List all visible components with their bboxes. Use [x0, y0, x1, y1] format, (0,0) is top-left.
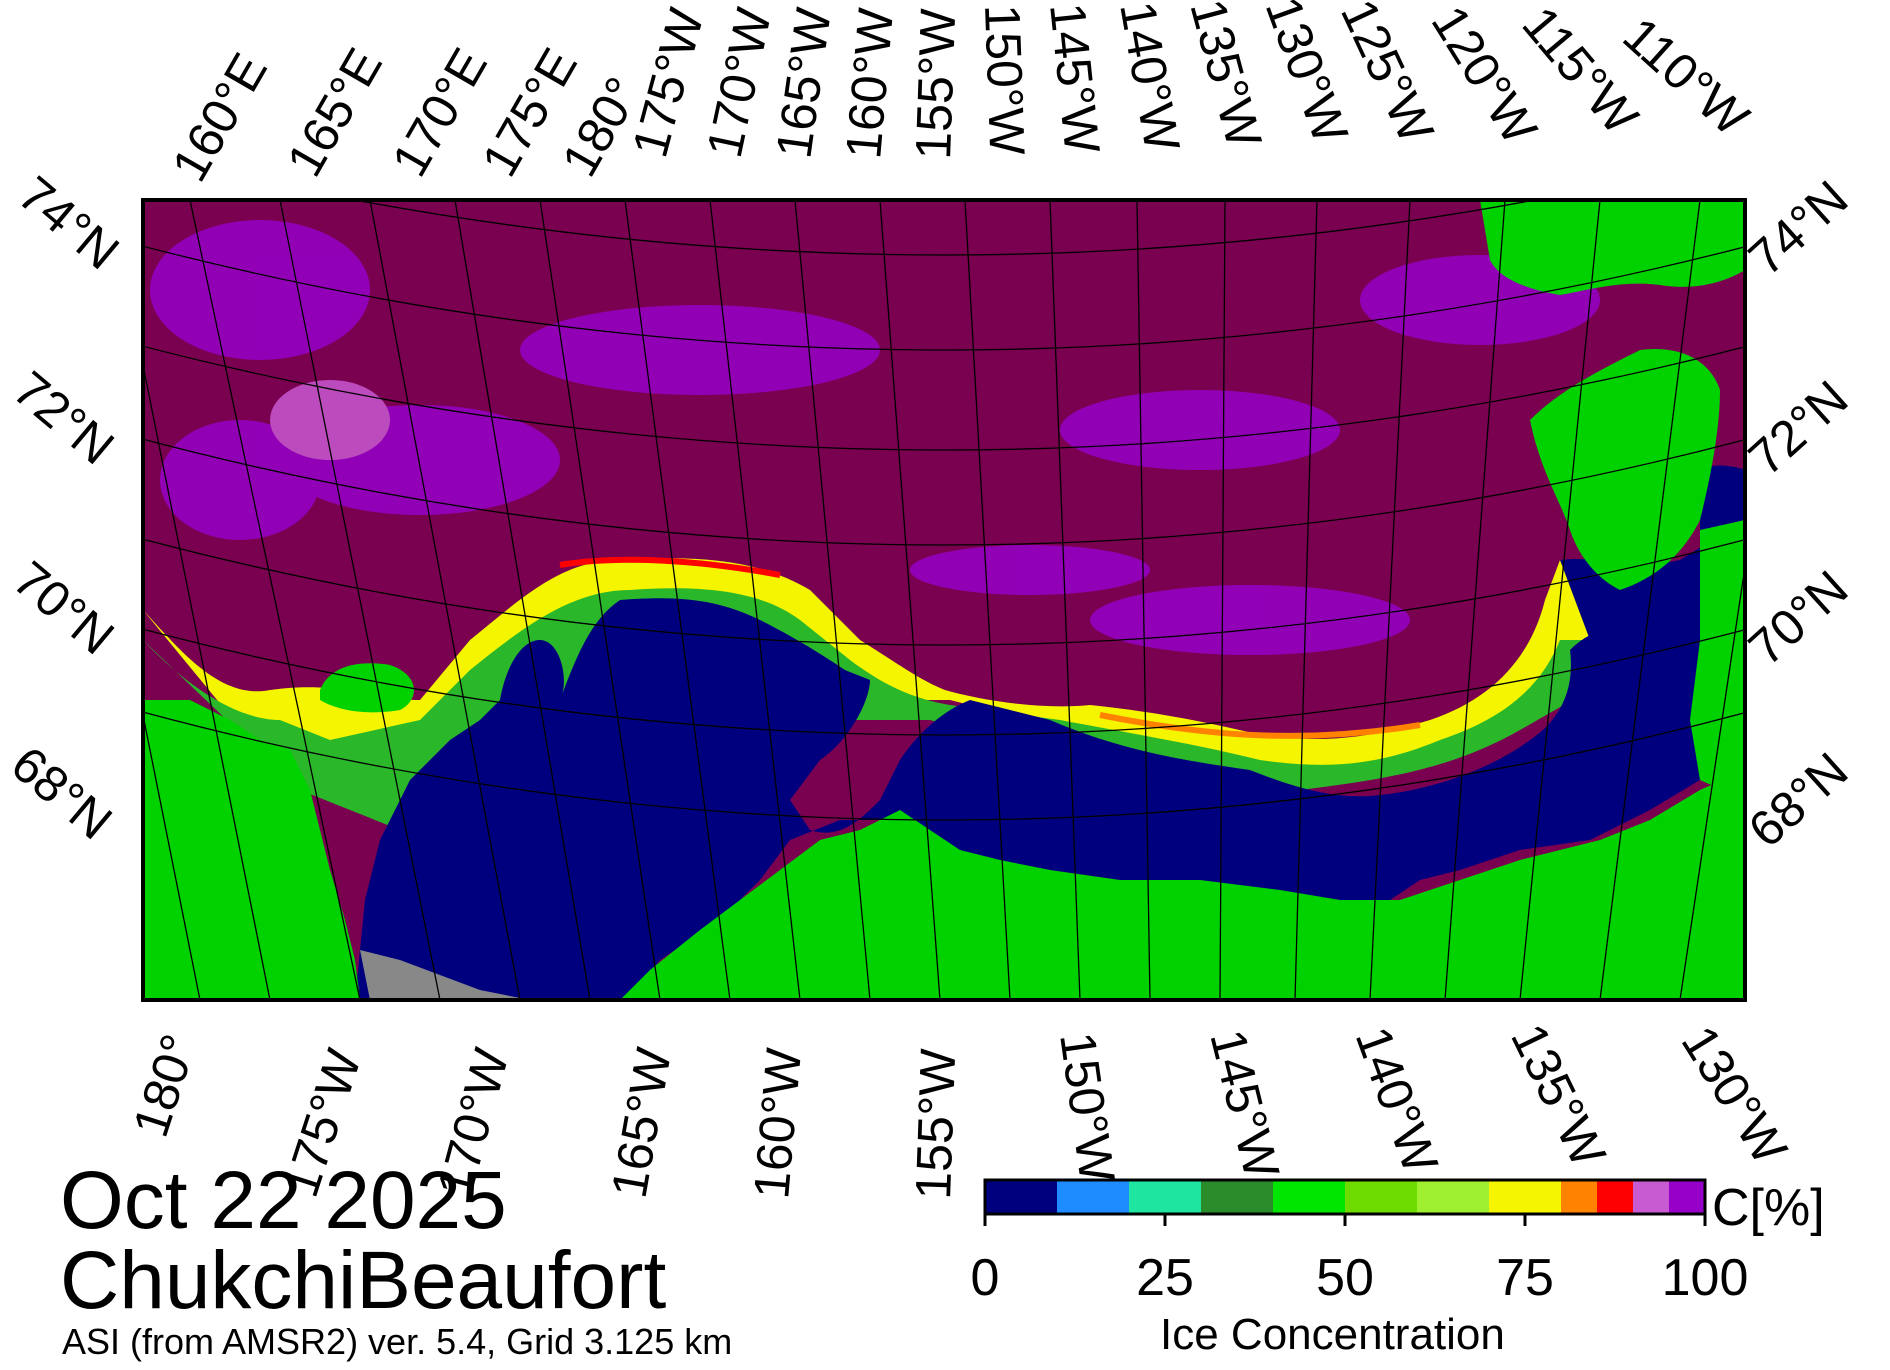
date-label: Oct 22 2025 — [60, 1155, 507, 1246]
top-lon-label: 150°W — [974, 3, 1035, 156]
bottom-lon-label: 165°W — [601, 1043, 682, 1202]
left-latitude-labels: 74°N 72°N 70°N 68°N — [1, 166, 130, 851]
colorbar-tick-label: 75 — [1496, 1249, 1554, 1307]
bottom-lon-label: 160°W — [743, 1045, 812, 1201]
colorbar-bin — [1597, 1180, 1633, 1214]
colorbar-bin — [1057, 1180, 1129, 1214]
ice-variation-patches — [150, 220, 1600, 655]
right-lat-label: 74°N — [1738, 170, 1858, 286]
colorbar-bin — [1417, 1180, 1489, 1214]
region-label: ChukchiBeaufort — [60, 1235, 667, 1326]
bottom-lon-label: 145°W — [1199, 1024, 1290, 1184]
top-lon-label: 135°W — [1179, 0, 1272, 154]
colorbar-bin — [1201, 1180, 1273, 1214]
map-frame — [141, 198, 1747, 1002]
left-lat-label: 72°N — [3, 361, 125, 476]
source-label: ASI (from AMSR2) ver. 5.4, Grid 3.125 km — [62, 1321, 733, 1362]
left-lat-label: 70°N — [3, 551, 125, 666]
alaska-land — [620, 770, 1745, 1000]
colorbar-tick-label: 50 — [1316, 1249, 1374, 1307]
left-lat-label: 68°N — [1, 736, 123, 851]
chukotka-land — [143, 700, 360, 1000]
colorbar-bin — [1633, 1180, 1669, 1214]
colorbar-bin — [1273, 1180, 1345, 1214]
right-latitude-labels: 74°N 72°N 70°N 68°N — [1738, 170, 1858, 858]
colorbar-bin — [1561, 1180, 1597, 1214]
colorbar-tick-label: 25 — [1136, 1249, 1194, 1307]
colorbar-bin — [1345, 1180, 1417, 1214]
colorbar-bin — [1129, 1180, 1201, 1214]
bottom-lon-label: 150°W — [1049, 1029, 1126, 1187]
colorbar-bin — [1489, 1180, 1561, 1214]
top-lon-label: 160°W — [835, 5, 904, 161]
top-lon-label: 140°W — [1109, 0, 1190, 156]
bottom-lon-label: 140°W — [1345, 1020, 1449, 1181]
top-lon-label: 165°E — [276, 39, 393, 185]
bottom-lon-label: 130°W — [1671, 1016, 1799, 1174]
no-data-area — [360, 950, 530, 1000]
top-lon-label: 160°E — [161, 44, 278, 190]
mainland-right — [1690, 520, 1745, 800]
colorbar-title: Ice Concentration — [1160, 1310, 1505, 1359]
bottom-lon-label: 135°W — [1500, 1015, 1617, 1176]
top-longitude-labels: 160°E 165°E 170°E 175°E 180° 175°W 170°W… — [161, 0, 1760, 191]
colorbar-bin — [985, 1180, 1057, 1214]
colorbar-unit: C[%] — [1712, 1179, 1825, 1237]
open-water — [355, 560, 1745, 1000]
bottom-lon-label: 155°W — [905, 1047, 966, 1200]
ice-edge-red-streak — [559, 556, 781, 578]
right-lat-label: 72°N — [1738, 370, 1858, 486]
bottom-lon-label: 180° — [122, 1028, 207, 1144]
right-lat-label: 70°N — [1738, 560, 1858, 676]
colorbar-tick-label: 100 — [1661, 1249, 1749, 1307]
colorbar — [983, 1178, 1707, 1226]
colorbar-bin — [1669, 1180, 1705, 1214]
right-lat-label: 68°N — [1738, 742, 1858, 858]
left-lat-label: 74°N — [8, 166, 130, 281]
colorbar-tick-label: 0 — [970, 1249, 1000, 1307]
graticule — [143, 200, 1745, 1000]
top-lon-label: 155°W — [905, 7, 966, 160]
top-lon-label: 145°W — [1039, 0, 1111, 156]
arctic-island-north — [1480, 200, 1745, 295]
top-lon-label: 110°W — [1613, 7, 1760, 147]
